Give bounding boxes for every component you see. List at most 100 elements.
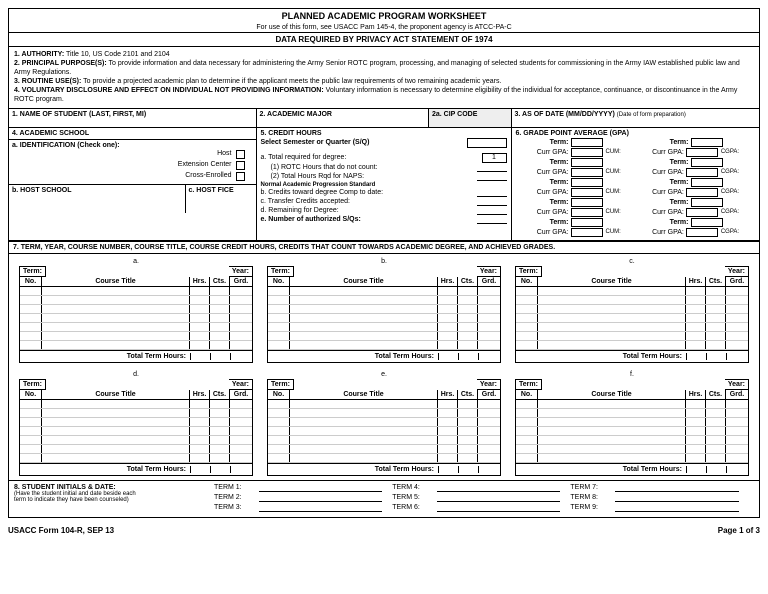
term-n-input[interactable]	[615, 484, 738, 492]
term-n-input[interactable]	[437, 504, 560, 512]
term-n-label: TERM 1:	[214, 484, 259, 491]
year-label[interactable]: Year:	[229, 379, 253, 390]
gpa-term-input[interactable]	[571, 138, 603, 147]
term-label[interactable]: Term:	[515, 379, 542, 390]
term-n-label: TERM 9:	[570, 504, 615, 511]
gpa-term-input[interactable]	[691, 218, 723, 227]
term-block: c.Term:Year:No.Course TitleHrs.Cts.Grd.T…	[515, 258, 749, 363]
cip-code-label[interactable]: 2a. CIP CODE	[429, 109, 512, 127]
extension-checkbox[interactable]	[236, 161, 245, 170]
term-n-label: TERM 3:	[214, 504, 259, 511]
term-n-label: TERM 5:	[392, 494, 437, 501]
year-label[interactable]: Year:	[229, 266, 253, 277]
curr-gpa-input[interactable]	[686, 168, 718, 177]
term-block: b.Term:Year:No.Course TitleHrs.Cts.Grd.T…	[267, 258, 501, 363]
host-label: Host	[217, 150, 231, 159]
curr-gpa-input[interactable]	[571, 168, 603, 177]
year-label[interactable]: Year:	[725, 266, 749, 277]
term-n-input[interactable]	[437, 484, 560, 492]
cross-enrolled-checkbox[interactable]	[236, 172, 245, 181]
term-block: d.Term:Year:No.Course TitleHrs.Cts.Grd.T…	[19, 371, 253, 476]
term-n-input[interactable]	[259, 484, 382, 492]
naps-hours-input[interactable]	[477, 173, 507, 181]
term-n-input[interactable]	[615, 494, 738, 502]
identification-label: a. IDENTIFICATION (Check one):	[12, 142, 253, 149]
term-label[interactable]: Term:	[19, 266, 46, 277]
privacy-block: 1. AUTHORITY: Title 10, US Code 2101 and…	[9, 47, 759, 109]
term-label[interactable]: Term:	[267, 266, 294, 277]
host-checkbox[interactable]	[236, 150, 245, 159]
extension-label: Extension Center	[178, 161, 232, 170]
curr-gpa-input[interactable]	[571, 208, 603, 217]
gpa-term-input[interactable]	[691, 178, 723, 187]
form-subtitle: For use of this form, see USACC Pam 145-…	[9, 23, 759, 32]
term-label[interactable]: Term:	[19, 379, 46, 390]
year-label[interactable]: Year:	[725, 379, 749, 390]
student-name-label[interactable]: 1. NAME OF STUDENT (LAST, FIRST, MI)	[9, 109, 257, 127]
purpose-label: 2. PRINCIPAL PURPOSE(S):	[14, 60, 107, 67]
gpa-label: 6. GRADE POINT AVERAGE (GPA)	[516, 130, 756, 137]
remaining-degree-input[interactable]	[477, 207, 507, 215]
term-block: a.Term:Year:No.Course TitleHrs.Cts.Grd.T…	[19, 258, 253, 363]
authorized-sq-label: e. Number of authorized S/Qs:	[261, 216, 477, 223]
term-label[interactable]: Term:	[267, 379, 294, 390]
naps-hours-label: (2) Total Hours Rqd for NAPS:	[261, 173, 477, 180]
gpa-term-input[interactable]	[571, 158, 603, 167]
host-school-label[interactable]: b. HOST SCHOOL	[9, 185, 186, 213]
rotc-hours-label: (1) ROTC Hours that do not count:	[261, 164, 477, 171]
academic-major-label[interactable]: 2. ACADEMIC MAJOR	[257, 109, 430, 127]
host-fice-label[interactable]: c. HOST FICE	[186, 185, 256, 213]
curr-gpa-input[interactable]	[571, 148, 603, 157]
term-n-label: TERM 7:	[570, 484, 615, 491]
term-n-label: TERM 2:	[214, 494, 259, 501]
gpa-term-input[interactable]	[691, 198, 723, 207]
term-n-label: TERM 4:	[392, 484, 437, 491]
gpa-term-input[interactable]	[571, 198, 603, 207]
gpa-term-input[interactable]	[571, 178, 603, 187]
purpose-text: To provide information and data necessar…	[14, 60, 740, 76]
curr-gpa-input[interactable]	[686, 188, 718, 197]
gpa-term-input[interactable]	[691, 158, 723, 167]
term-n-input[interactable]	[259, 504, 382, 512]
remaining-degree-label: d. Remaining for Degree:	[261, 207, 477, 214]
form-title: PLANNED ACADEMIC PROGRAM WORKSHEET	[9, 9, 759, 23]
rotc-hours-input[interactable]	[477, 164, 507, 172]
term-n-input[interactable]	[437, 494, 560, 502]
routine-label: 3. ROUTINE USE(S):	[14, 78, 81, 85]
academic-school-label[interactable]: 4. ACADEMIC SCHOOL	[9, 128, 256, 140]
transfer-credits-input[interactable]	[477, 198, 507, 206]
term-label[interactable]: Term:	[515, 266, 542, 277]
form-number: USACC Form 104-R, SEP 13	[8, 526, 114, 535]
total-required-input[interactable]: 1	[482, 153, 507, 163]
curr-gpa-input[interactable]	[686, 208, 718, 217]
year-label[interactable]: Year:	[477, 266, 501, 277]
authorized-sq-input[interactable]	[477, 216, 507, 224]
form-page: PLANNED ACADEMIC PROGRAM WORKSHEET For u…	[8, 8, 760, 518]
as-of-date-note: (Date of form preparation)	[617, 112, 686, 118]
curr-gpa-input[interactable]	[686, 148, 718, 157]
term-n-input[interactable]	[259, 494, 382, 502]
page-number: Page 1 of 3	[718, 526, 760, 535]
credits-comp-input[interactable]	[477, 189, 507, 197]
transfer-credits-label: c. Transfer Credits accepted:	[261, 198, 477, 205]
year-label[interactable]: Year:	[477, 379, 501, 390]
term-n-input[interactable]	[615, 504, 738, 512]
student-initials-label: 8. STUDENT INITIALS & DATE:	[14, 484, 214, 491]
total-required-label: a. Total required for degree:	[261, 154, 482, 161]
curr-gpa-input[interactable]	[571, 188, 603, 197]
credit-hours-label: 5. CREDIT HOURS	[261, 130, 507, 137]
cross-enrolled-label: Cross-Enrolled	[185, 172, 231, 181]
authority-text: Title 10, US Code 2101 and 2104	[64, 51, 169, 58]
curr-gpa-input[interactable]	[571, 228, 603, 237]
gpa-term-input[interactable]	[571, 218, 603, 227]
section-7-header: 7. TERM, YEAR, COURSE NUMBER, COURSE TIT…	[9, 241, 759, 254]
as-of-date-label: 3. AS OF DATE (MM/DD/YYYY)	[515, 111, 615, 118]
term-n-label: TERM 6:	[392, 504, 437, 511]
credits-comp-label: b. Credits toward degree Comp to date:	[261, 189, 477, 196]
term-block: f.Term:Year:No.Course TitleHrs.Cts.Grd.T…	[515, 371, 749, 476]
term-n-label: TERM 8:	[570, 494, 615, 501]
curr-gpa-input[interactable]	[686, 228, 718, 237]
sq-input[interactable]	[467, 138, 507, 148]
disclosure-label: 4. VOLUNTARY DISCLOSURE AND EFFECT ON IN…	[14, 87, 324, 94]
gpa-term-input[interactable]	[691, 138, 723, 147]
